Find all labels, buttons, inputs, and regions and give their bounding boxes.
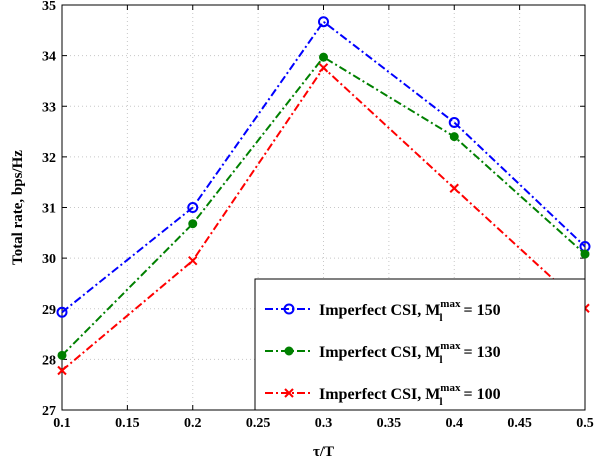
x-axis-title: τ/T [313, 444, 334, 460]
legend-item-2: Imperfect CSI, Mmax l = 100 [265, 382, 501, 408]
series-line [61, 55, 586, 357]
data-point [188, 255, 198, 266]
data-point [449, 183, 459, 193]
x-tick-label: 0.15 [115, 416, 140, 431]
legend-label: Imperfect CSI, Mmax l = 130 [319, 340, 501, 366]
y-tick-label: 32 [42, 151, 56, 166]
data-point [318, 16, 329, 28]
y-tick-label: 34 [42, 50, 56, 65]
x-tick-label: 0.4 [446, 416, 464, 431]
data-point [319, 52, 328, 62]
legend-label: Imperfect CSI, Mmax l = 100 [319, 382, 501, 408]
data-point-stroke [284, 388, 294, 398]
legend: Imperfect CSI, Mmax l = 150 Imperfect CSI,… [254, 278, 586, 411]
legend-label: Imperfect CSI, Mmax l = 150 [319, 298, 501, 324]
series-line [61, 20, 586, 314]
data-point-stroke [188, 255, 198, 266]
data-point [56, 306, 68, 318]
data-point [284, 346, 294, 356]
series-1 [57, 52, 590, 360]
data-point [57, 365, 67, 376]
y-tick-label: 33 [42, 100, 56, 115]
data-point-stroke [449, 183, 459, 193]
x-tick-label: 0.45 [507, 416, 532, 431]
x-tick-label: 0.35 [377, 416, 402, 431]
data-point [284, 388, 294, 398]
data-point [57, 350, 67, 360]
data-point-stroke [57, 365, 67, 376]
y-axis-title: Total rate, bps/Hz [10, 150, 26, 265]
x-tick-label: 0.5 [576, 416, 594, 431]
data-point [283, 303, 295, 315]
series-0 [56, 16, 591, 318]
data-point [188, 219, 198, 229]
x-tick-label: 0.25 [246, 416, 271, 431]
data-point [580, 249, 590, 259]
y-tick-label: 28 [42, 353, 56, 368]
data-point-stroke [318, 63, 329, 73]
axes: 0.1 0.15 0.2 0.25 0.3 0.35 0.4 0.45 0.5 27 28 29 30 3… [42, 0, 594, 431]
y-tick-label: 27 [42, 404, 56, 419]
data-point [318, 63, 329, 73]
y-tick-label: 35 [42, 0, 56, 14]
x-tick-label: 0.1 [53, 416, 71, 431]
legend-item-1: Imperfect CSI, Mmax l = 130 [265, 340, 501, 366]
data-point [187, 202, 199, 213]
data-point [449, 132, 459, 142]
legend-item-0: Imperfect CSI, Mmax l = 150 [265, 298, 501, 324]
series-layer [56, 16, 591, 376]
data-point [448, 116, 460, 128]
legend-box [254, 278, 586, 411]
y-tick-label: 31 [42, 202, 56, 217]
x-tick-label: 0.3 [315, 416, 333, 431]
y-tick-label: 30 [42, 252, 56, 267]
x-tick-label: 0.2 [184, 416, 202, 431]
y-tick-label: 29 [42, 303, 56, 318]
